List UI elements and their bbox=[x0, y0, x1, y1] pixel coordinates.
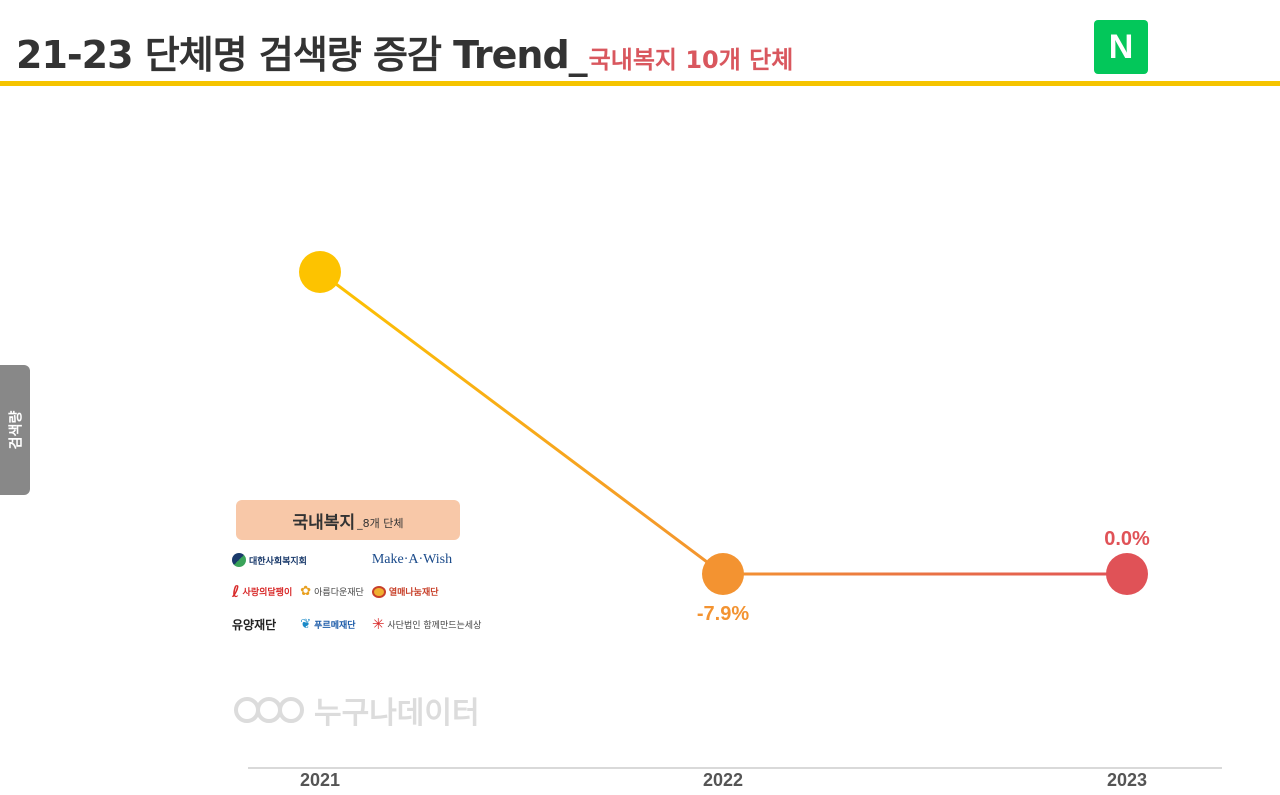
org-logo: 유양재단 bbox=[232, 616, 292, 633]
org-name: 사랑의달팽이 bbox=[242, 588, 293, 598]
legend-box: 국내복지 _8개 단체 bbox=[236, 500, 460, 540]
org-name: 아름다운재단 bbox=[314, 588, 364, 598]
title-subtitle: 국내복지 10개 단체 bbox=[588, 46, 794, 74]
org-logo: Make·A·Wish bbox=[372, 552, 482, 568]
org-logo: 대한사회복지회 bbox=[232, 553, 364, 567]
org-name: 유양재단 bbox=[232, 617, 277, 632]
side-tab[interactable]: 검색량 bbox=[0, 365, 30, 495]
watermark-circles-icon bbox=[234, 697, 304, 723]
data-point bbox=[1106, 553, 1148, 595]
header: 21-23 단체명 검색량 증감 Trend_국내복지 10개 단체 N bbox=[0, 0, 1280, 86]
x-tick-label: 2023 bbox=[1107, 770, 1147, 790]
watermark-text: 누구나데이터 bbox=[314, 696, 480, 731]
org-logo: ❦ 푸르메재단 bbox=[300, 617, 364, 632]
fruit-icon bbox=[371, 585, 386, 598]
org-name: 대한사회복지회 bbox=[249, 556, 307, 567]
star-burst-icon: ✳ bbox=[371, 615, 385, 633]
legend-suffix: _8개 단체 bbox=[357, 517, 404, 530]
watermark: 누구나데이터 bbox=[234, 688, 480, 732]
org-name: 사단법인 함께만드는세상 bbox=[387, 620, 482, 631]
flower-icon: ✿ bbox=[300, 584, 312, 599]
x-tick-label: 2021 bbox=[300, 770, 340, 790]
page-title: 21-23 단체명 검색량 증감 Trend_국내복지 10개 단체 bbox=[16, 24, 793, 79]
org-logo: ℓ 사랑의달팽이 bbox=[232, 582, 292, 601]
org-name: 열매나눔재단 bbox=[388, 588, 439, 598]
title-main: 21-23 단체명 검색량 증감 Trend_ bbox=[16, 33, 588, 77]
data-point bbox=[299, 251, 341, 293]
leaf-icon: ❦ bbox=[300, 616, 312, 632]
data-label: 0.0% bbox=[1104, 528, 1150, 550]
legend-title: 국내복지 bbox=[292, 512, 356, 533]
org-logo: 열매나눔재단 bbox=[371, 585, 482, 598]
org-name: 푸르메재단 bbox=[314, 620, 356, 631]
org-logo: ✳ 사단법인 함께만드는세상 bbox=[372, 615, 482, 633]
organization-logos: 대한사회복지회 Make·A·Wish ℓ 사랑의달팽이 ✿ 아름다운재단 열매나눔… bbox=[232, 552, 481, 633]
data-point bbox=[702, 553, 744, 595]
header-divider bbox=[0, 81, 1280, 86]
snail-icon: ℓ bbox=[232, 582, 240, 601]
naver-logo: N bbox=[1094, 20, 1148, 74]
x-tick-label: 2022 bbox=[703, 770, 743, 790]
data-label: -7.9% bbox=[697, 603, 749, 625]
org-emblem-icon bbox=[232, 553, 246, 567]
org-logo: ✿ 아름다운재단 bbox=[300, 584, 364, 599]
org-name: Make·A·Wish bbox=[371, 552, 453, 567]
